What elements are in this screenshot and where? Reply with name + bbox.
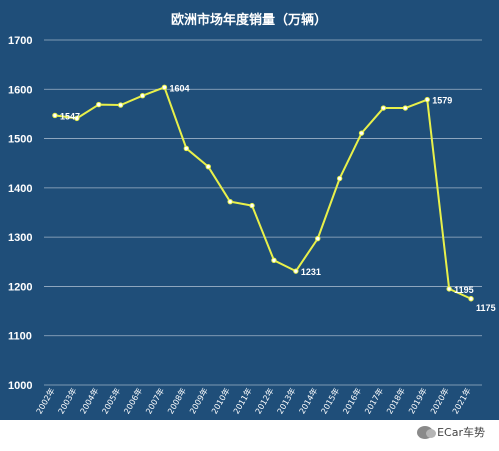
data-point [161,84,168,91]
watermark-text: ECar车势 [437,426,485,439]
y-tick-label: 1300 [8,232,32,244]
data-point [227,198,233,205]
chart-svg: 欧洲市场年度销量（万辆） 1000 1100 1200 1300 1400 1500 160… [8,12,496,416]
data-point [424,96,430,103]
watermark: ECar车势 [417,424,485,440]
y-tick-label: 1400 [8,183,32,195]
data-point [380,105,387,111]
y-tick-label: 1500 [8,134,32,146]
y-tick-label: 1100 [8,331,32,343]
data-label: 1175 [476,303,496,313]
x-tick-label: 2013年 [275,386,298,416]
x-tick-label: 2007年 [143,386,166,416]
y-axis: 1000 1100 1200 1300 1400 1500 1600 1700 [8,35,32,392]
chart-panel: 欧洲市场年度销量（万辆） 1000 1100 1200 1300 1400 1500 160… [0,0,499,420]
grid-layer [44,39,482,386]
x-tick-label: 2021年 [450,386,473,416]
data-point [468,296,474,302]
data-label: 1604 [169,83,189,93]
data-point [139,92,146,99]
x-tick-label: 2012年 [253,386,276,416]
x-tick-label: 2016年 [340,386,363,416]
data-point [96,101,102,108]
series-layer [52,84,474,302]
x-tick-label: 2006年 [121,386,144,416]
data-label: 1579 [432,96,452,106]
x-tick-label: 2010年 [209,386,232,416]
x-tick-label: 2004年 [78,386,101,416]
x-tick-label: 2017年 [362,386,385,416]
data-point [402,105,409,111]
y-tick-label: 1700 [8,35,32,47]
x-tick-label: 2011年 [231,386,254,416]
data-point [446,286,452,292]
x-tick-label: 2018年 [384,386,407,416]
x-tick-label: 2009年 [187,386,210,416]
x-tick-label: 2014年 [297,386,320,416]
y-tick-label: 1000 [8,380,32,392]
x-tick-label: 2019年 [406,386,429,416]
data-label: 1547 [60,111,80,121]
x-tick-label: 2015年 [319,386,342,416]
data-label: 1195 [454,285,474,295]
x-tick-label: 2002年 [34,386,57,416]
x-tick-label: 2003年 [56,386,79,416]
series-line [54,86,472,300]
data-point [249,202,255,209]
data-point [358,130,365,136]
data-point [117,102,124,108]
data-point [336,175,343,182]
x-tick-label: 2020年 [428,386,451,416]
x-axis: 2002年 2003年 2004年 2005年 2006年 2007年 2008年 2009年… [34,386,473,416]
data-point [271,257,277,264]
y-tick-label: 1600 [8,84,32,96]
y-tick-label: 1200 [8,281,32,293]
data-point [293,268,299,274]
data-point [183,145,190,152]
data-point [315,235,321,242]
chart-title: 欧洲市场年度销量（万辆） [171,12,327,28]
data-label: 1231 [301,267,321,277]
data-point [205,163,211,170]
data-point [74,115,80,122]
x-tick-label: 2005年 [100,386,123,416]
x-tick-label: 2008年 [165,386,188,416]
data-point [52,112,58,119]
wechat-icon [417,425,437,439]
